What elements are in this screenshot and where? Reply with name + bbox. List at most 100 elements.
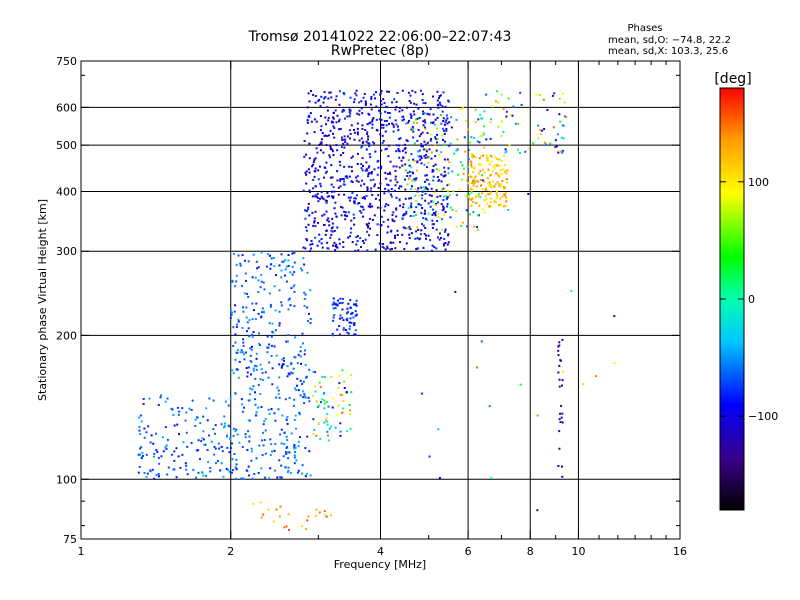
data-point (408, 237, 411, 239)
data-point (455, 210, 458, 213)
data-point (252, 253, 255, 256)
data-point (274, 469, 277, 472)
data-point (334, 249, 337, 252)
legend-o-stats: mean, sd,O: −74.8, 22.2 (608, 35, 731, 46)
data-point (262, 310, 265, 313)
data-point (240, 398, 243, 401)
data-point (333, 136, 336, 139)
data-point (332, 297, 335, 300)
data-point (242, 310, 245, 313)
data-point (342, 138, 345, 141)
data-point (492, 165, 495, 168)
data-point (437, 103, 440, 106)
data-point (284, 268, 287, 271)
data-point (474, 121, 477, 124)
data-point (326, 247, 329, 250)
data-point (560, 416, 563, 419)
data-point (469, 187, 472, 190)
data-point (355, 304, 358, 307)
data-point (335, 243, 338, 246)
data-point (394, 175, 397, 178)
data-point (232, 372, 235, 375)
data-point (300, 362, 303, 365)
data-point (286, 451, 289, 454)
data-point (270, 344, 273, 347)
data-point (459, 107, 462, 110)
data-point (278, 376, 281, 379)
data-point (361, 145, 363, 147)
data-point (304, 209, 307, 212)
data-point (395, 207, 398, 210)
data-point (561, 412, 564, 415)
data-point (410, 232, 413, 235)
data-point (137, 453, 140, 456)
data-point (317, 169, 320, 172)
data-point (271, 450, 274, 453)
data-point (190, 408, 193, 411)
data-point (149, 470, 152, 473)
data-point (487, 193, 490, 195)
data-point (341, 301, 344, 304)
data-point (449, 142, 452, 145)
data-point (386, 183, 389, 186)
data-point (331, 150, 334, 153)
data-point (424, 217, 427, 220)
data-point (466, 225, 469, 228)
data-point (232, 345, 235, 347)
data-point (471, 182, 474, 185)
data-point (338, 103, 341, 106)
data-point (262, 513, 265, 516)
data-point (319, 438, 322, 441)
data-point (242, 344, 245, 347)
data-point (248, 435, 251, 438)
data-point (476, 226, 478, 228)
data-point (330, 190, 333, 193)
data-point (564, 115, 567, 118)
data-point (323, 376, 326, 378)
data-point (348, 165, 351, 168)
data-point (429, 108, 432, 111)
data-point (346, 331, 349, 334)
data-point (447, 167, 450, 170)
data-point (449, 194, 451, 197)
data-point (293, 456, 296, 459)
data-point (514, 122, 517, 125)
data-point (561, 124, 564, 127)
data-point (537, 137, 540, 140)
data-point (372, 141, 374, 144)
data-point (306, 119, 309, 122)
data-point (350, 124, 353, 127)
data-point (391, 101, 394, 104)
data-point (285, 265, 288, 268)
data-point (388, 116, 391, 119)
data-point (505, 115, 508, 118)
data-point (432, 95, 434, 98)
data-point (470, 166, 473, 169)
data-point (336, 226, 339, 229)
data-point (253, 364, 256, 367)
data-point (291, 252, 294, 255)
data-point (560, 150, 563, 153)
data-point (459, 161, 462, 164)
colorbar-tick-label: 0 (748, 293, 755, 306)
data-point (462, 107, 465, 110)
data-point (309, 112, 312, 115)
data-point (314, 210, 317, 213)
data-point (398, 110, 401, 113)
data-point (475, 196, 477, 199)
data-point (184, 462, 187, 465)
data-point (293, 261, 296, 264)
data-point (343, 180, 346, 183)
data-point (284, 259, 287, 262)
data-point (482, 133, 485, 136)
data-point (331, 176, 334, 179)
data-point (342, 246, 345, 248)
data-point (380, 103, 383, 106)
data-point (335, 144, 338, 147)
data-point (504, 205, 507, 207)
data-point (293, 418, 296, 421)
data-point (231, 311, 233, 314)
data-point (447, 233, 450, 236)
data-point (409, 204, 412, 207)
data-point (349, 413, 352, 416)
